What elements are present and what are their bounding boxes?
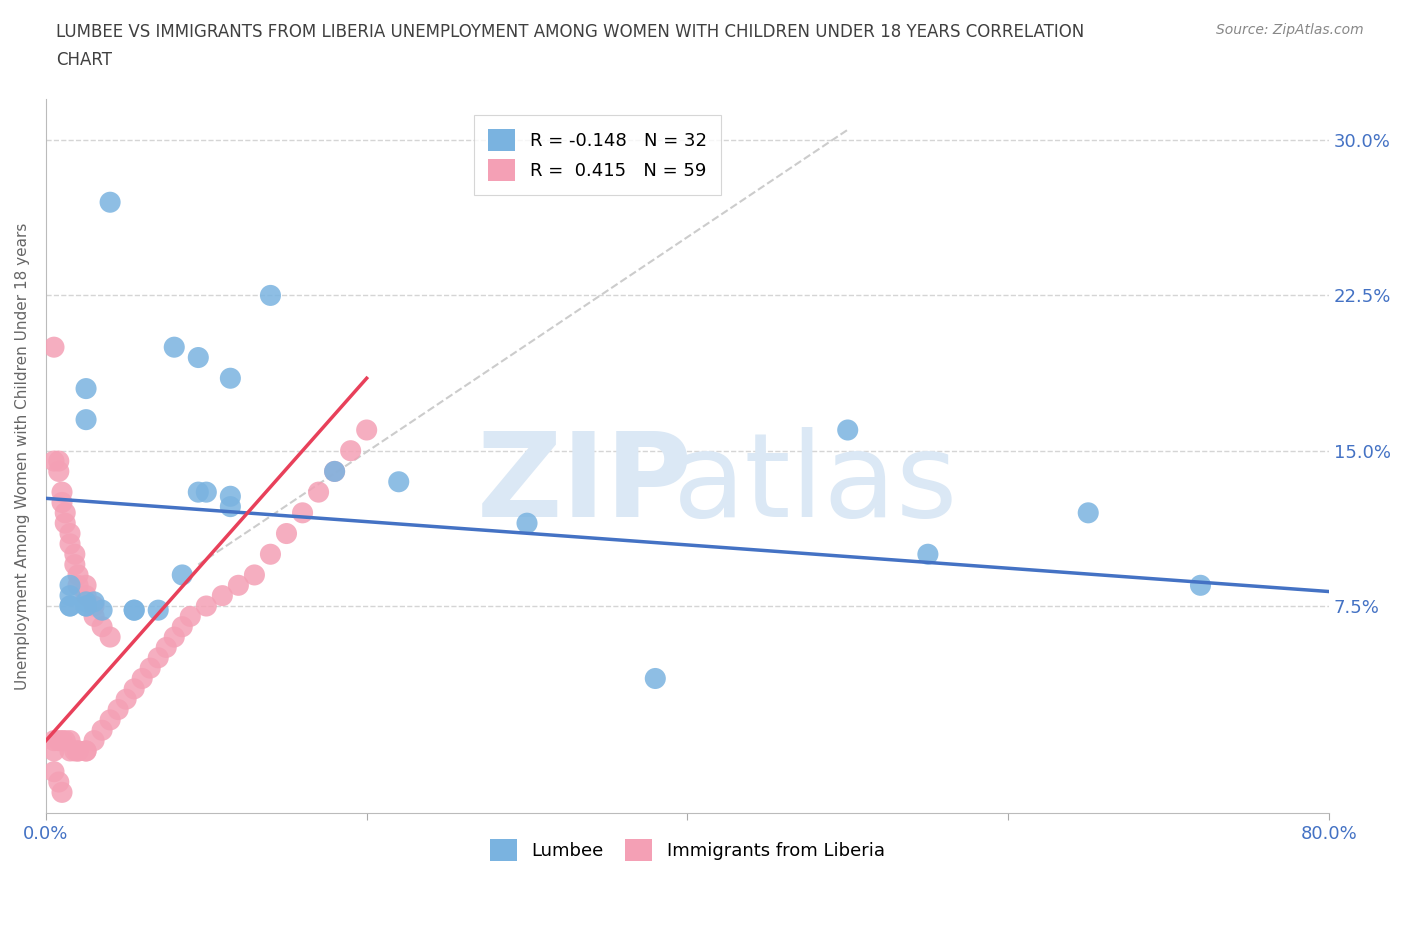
Point — [195, 599, 218, 614]
Point — [53, 516, 76, 531]
Point — [59, 537, 82, 551]
Point — [187, 350, 209, 365]
Point — [42, 339, 65, 354]
Point — [59, 578, 82, 592]
Point — [155, 640, 177, 655]
Point — [53, 733, 76, 748]
Point — [83, 733, 105, 748]
Point — [917, 547, 939, 562]
Point — [51, 495, 73, 510]
Point — [42, 454, 65, 469]
Point — [172, 567, 194, 582]
Point — [107, 702, 129, 717]
Point — [837, 422, 859, 437]
Point — [59, 733, 82, 748]
Point — [42, 764, 65, 779]
Point — [91, 619, 114, 634]
Point — [67, 578, 90, 592]
Point — [308, 485, 330, 499]
Point — [276, 526, 298, 541]
Point — [75, 381, 97, 396]
Point — [48, 454, 70, 469]
Text: ZIP: ZIP — [477, 427, 693, 542]
Point — [42, 733, 65, 748]
Point — [91, 603, 114, 618]
Point — [75, 599, 97, 614]
Point — [75, 599, 97, 614]
Point — [228, 578, 250, 592]
Point — [1077, 505, 1099, 520]
Point — [75, 588, 97, 603]
Point — [51, 785, 73, 800]
Point — [131, 671, 153, 686]
Point — [219, 371, 242, 386]
Point — [259, 288, 281, 303]
Point — [98, 194, 121, 209]
Point — [75, 594, 97, 609]
Point — [122, 603, 145, 618]
Point — [59, 599, 82, 614]
Point — [122, 682, 145, 697]
Point — [219, 499, 242, 514]
Point — [51, 733, 73, 748]
Point — [59, 743, 82, 758]
Point — [83, 599, 105, 614]
Point — [51, 485, 73, 499]
Point — [63, 743, 86, 758]
Point — [59, 599, 82, 614]
Point — [75, 743, 97, 758]
Text: atlas: atlas — [673, 427, 959, 542]
Point — [323, 464, 346, 479]
Point — [148, 650, 170, 665]
Point — [122, 603, 145, 618]
Point — [98, 630, 121, 644]
Point — [388, 474, 411, 489]
Point — [339, 444, 361, 458]
Point — [48, 775, 70, 790]
Point — [516, 516, 538, 531]
Point — [75, 412, 97, 427]
Point — [67, 743, 90, 758]
Point — [211, 588, 233, 603]
Point — [219, 489, 242, 504]
Point — [1189, 578, 1212, 592]
Point — [148, 603, 170, 618]
Point — [63, 547, 86, 562]
Point — [63, 557, 86, 572]
Text: CHART: CHART — [56, 51, 112, 69]
Point — [75, 578, 97, 592]
Point — [195, 485, 218, 499]
Point — [139, 660, 162, 675]
Point — [59, 588, 82, 603]
Point — [291, 505, 314, 520]
Point — [356, 422, 378, 437]
Point — [187, 485, 209, 499]
Point — [59, 526, 82, 541]
Point — [91, 723, 114, 737]
Point — [83, 594, 105, 609]
Point — [98, 712, 121, 727]
Point — [163, 339, 186, 354]
Legend: Lumbee, Immigrants from Liberia: Lumbee, Immigrants from Liberia — [482, 831, 891, 869]
Point — [75, 743, 97, 758]
Point — [323, 464, 346, 479]
Point — [163, 630, 186, 644]
Point — [644, 671, 666, 686]
Point — [48, 733, 70, 748]
Point — [42, 743, 65, 758]
Point — [172, 619, 194, 634]
Point — [179, 609, 201, 624]
Point — [67, 743, 90, 758]
Point — [53, 505, 76, 520]
Point — [67, 567, 90, 582]
Point — [83, 609, 105, 624]
Point — [259, 547, 281, 562]
Text: Source: ZipAtlas.com: Source: ZipAtlas.com — [1216, 23, 1364, 37]
Point — [243, 567, 266, 582]
Y-axis label: Unemployment Among Women with Children Under 18 years: Unemployment Among Women with Children U… — [15, 222, 30, 689]
Text: LUMBEE VS IMMIGRANTS FROM LIBERIA UNEMPLOYMENT AMONG WOMEN WITH CHILDREN UNDER 1: LUMBEE VS IMMIGRANTS FROM LIBERIA UNEMPL… — [56, 23, 1084, 41]
Point — [115, 692, 138, 707]
Point — [48, 464, 70, 479]
